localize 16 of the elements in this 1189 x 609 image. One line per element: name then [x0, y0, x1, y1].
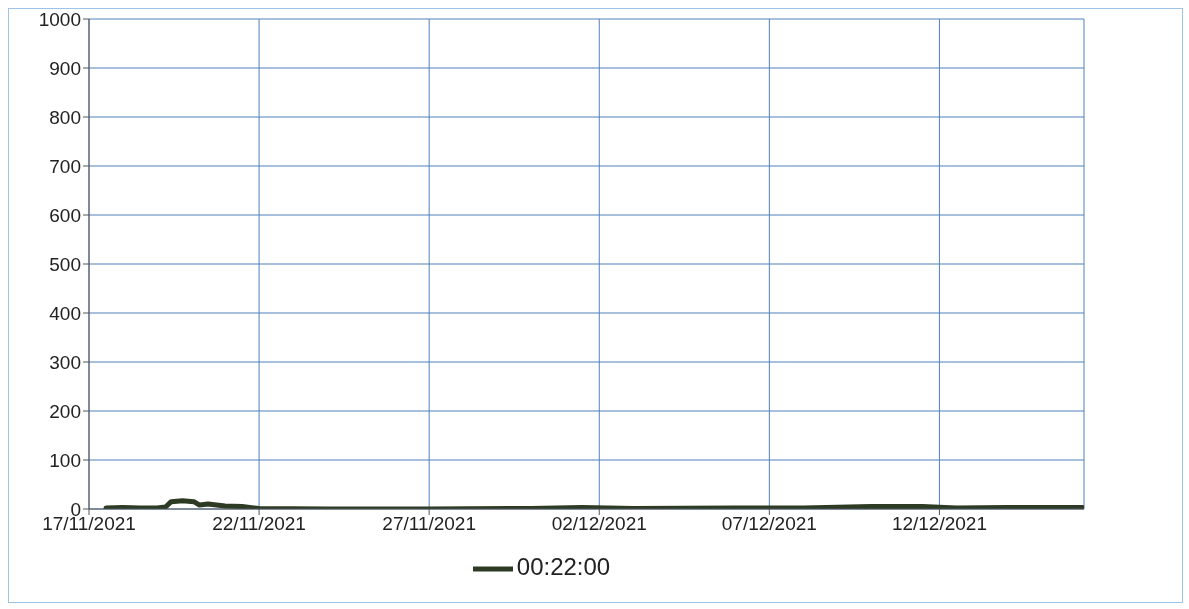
y-tick-label: 200 — [49, 400, 81, 422]
y-tick-label: 300 — [49, 351, 81, 373]
x-tick-label: 07/12/2021 — [721, 513, 817, 535]
y-tick-label: 100 — [49, 449, 81, 471]
y-tick-label: 800 — [49, 106, 81, 128]
x-tick-label: 27/11/2021 — [382, 513, 477, 535]
y-tick-label: 600 — [49, 204, 81, 226]
x-tick-label: 22/11/2021 — [212, 513, 306, 535]
x-tick-label: 12/12/2021 — [891, 513, 987, 535]
y-tick-label: 1000 — [38, 8, 81, 30]
legend-label: 00:22:00 — [516, 553, 611, 581]
y-tick-label: 900 — [49, 57, 81, 79]
y-tick-label: 700 — [49, 155, 81, 177]
x-tick-label: 02/12/2021 — [551, 513, 647, 535]
y-tick-label: 400 — [49, 302, 81, 324]
y-tick-label: 500 — [49, 253, 81, 275]
